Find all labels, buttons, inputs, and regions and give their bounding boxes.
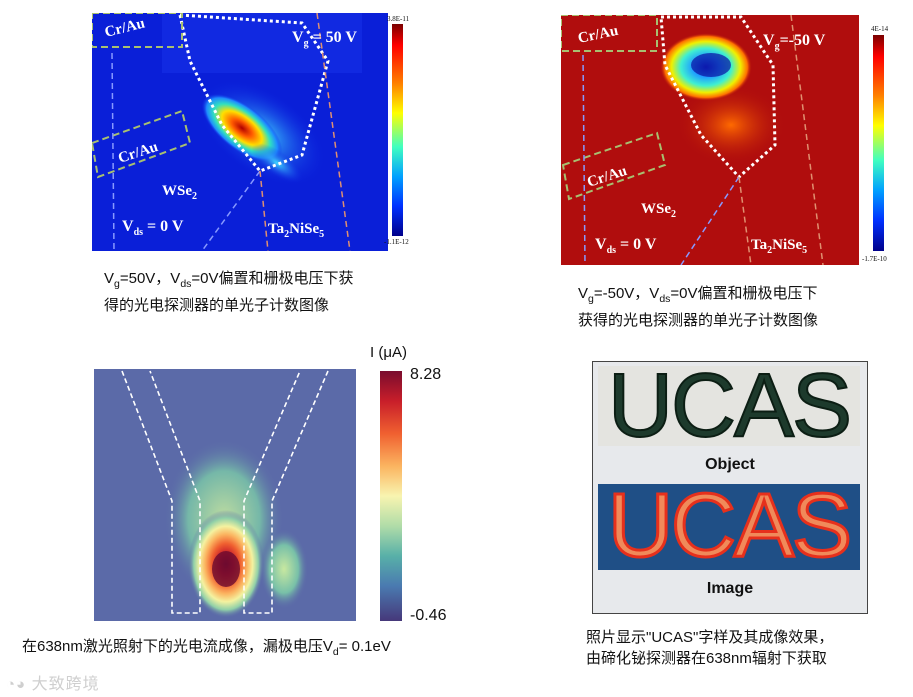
photodetector-map-vg-positive: Cr/Au Cr/Au Vg = 50 V WSe2 Vds = 0 V Ta2… bbox=[92, 13, 388, 251]
svg-text:Vds = 0 V: Vds = 0 V bbox=[122, 218, 184, 238]
ucas-image-photo: UCAS bbox=[598, 475, 860, 578]
caption-panel3: 在638nm激光照射下的光电流成像，漏极电压Vd= 0.1eV bbox=[22, 638, 391, 658]
colorbar-panel3-title: I (μA) bbox=[370, 344, 407, 361]
ucas-object-image-panel: UCAS Object UCAS Image bbox=[592, 361, 868, 614]
colorbar-panel3-max: 8.28 bbox=[410, 366, 442, 383]
colorbar-panel1 bbox=[392, 24, 403, 236]
ta2nise5-label-2: Ta bbox=[751, 237, 768, 253]
svg-text:Ta2NiSe5: Ta2NiSe5 bbox=[751, 237, 807, 256]
svg-text:WSe2: WSe2 bbox=[162, 183, 197, 202]
svg-text:Ta2NiSe5: Ta2NiSe5 bbox=[268, 221, 324, 240]
watermark: ◔◕ 大致跨境 bbox=[6, 676, 100, 693]
ucas-image-text: UCAS bbox=[606, 475, 853, 578]
ucas-object-label: Object bbox=[705, 456, 755, 473]
watermark-logo-icon: ◔◕ bbox=[6, 676, 27, 693]
ta2nise5-label: Ta bbox=[268, 221, 285, 237]
caption-panel4: 照片显示"UCAS"字样及其成像效果， 由碲化铋探测器在638nm辐射下获取 bbox=[586, 629, 834, 667]
photodetector-map-vg-negative: Cr/Au Cr/Au Vg=-50 V WSe2 Vds = 0 V Ta2N… bbox=[561, 15, 859, 265]
colorbar-panel2-min: -1.7E-10 bbox=[862, 255, 887, 263]
svg-text:Vg=-50 V: Vg=-50 V bbox=[763, 32, 826, 52]
colorbar-panel3-min: -0.46 bbox=[410, 607, 447, 624]
photocurrent-map bbox=[94, 369, 356, 621]
caption-panel1: Vg=50V，Vds=0V偏置和栅极电压下获 得的光电探测器的单光子计数图像 bbox=[104, 270, 354, 314]
colorbar-panel1-max: 3.8E-11 bbox=[387, 15, 410, 23]
caption-panel2: Vg=-50V，Vds=0V偏置和栅极电压下 获得的光电探测器的单光子计数图像 bbox=[578, 285, 819, 329]
ucas-object-text: UCAS bbox=[607, 361, 853, 457]
svg-text:WSe2: WSe2 bbox=[641, 201, 676, 220]
colorbar-panel3 bbox=[380, 371, 402, 621]
colorbar-panel1-min: -1.1E-12 bbox=[384, 238, 409, 246]
vds-label-2: V bbox=[595, 236, 607, 253]
svg-text:Vds = 0 V: Vds = 0 V bbox=[595, 236, 657, 256]
ucas-image-label: Image bbox=[706, 580, 754, 597]
vg-label-2: V bbox=[763, 32, 775, 49]
wse2-label-2: WSe bbox=[641, 201, 671, 217]
vg-label: V bbox=[292, 29, 304, 46]
colorbar-panel2 bbox=[873, 35, 884, 251]
wse2-label: WSe bbox=[162, 183, 192, 199]
svg-text:Vg = 50 V: Vg = 50 V bbox=[292, 29, 357, 49]
colorbar-panel2-max: 4E-14 bbox=[871, 25, 889, 33]
ucas-object-photo: UCAS bbox=[598, 362, 860, 457]
vds-label: V bbox=[122, 218, 134, 235]
